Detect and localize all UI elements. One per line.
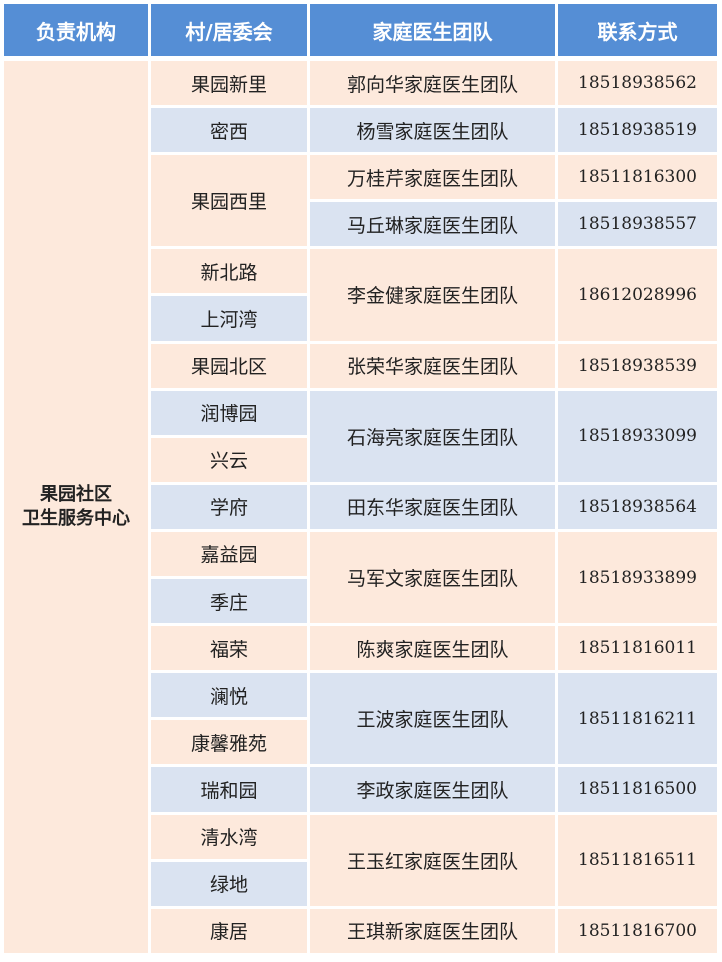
column-header: 村/居委会 bbox=[151, 4, 307, 56]
team-cell: 石海亮家庭医生团队 bbox=[310, 390, 555, 482]
phone-cell: 18518938557 bbox=[558, 202, 717, 247]
village-cell: 嘉益园 bbox=[151, 531, 307, 577]
phone-cell: 18518938562 bbox=[558, 61, 717, 106]
team-cell: 杨雪家庭医生团队 bbox=[310, 108, 555, 153]
column-header: 联系方式 bbox=[558, 4, 717, 56]
village-cell: 果园北区 bbox=[151, 343, 307, 388]
team-cell: 马军文家庭医生团队 bbox=[310, 531, 555, 624]
phone-cell: 18511816211 bbox=[558, 673, 717, 765]
phone-cell: 18511816511 bbox=[558, 814, 717, 906]
village-cell: 福荣 bbox=[151, 626, 307, 671]
team-cell: 郭向华家庭医生团队 bbox=[310, 61, 555, 106]
village-cell: 上河湾 bbox=[151, 296, 307, 341]
village-cell: 润博园 bbox=[151, 390, 307, 435]
village-cell: 密西 bbox=[151, 108, 307, 153]
phone-cell: 18511816700 bbox=[558, 908, 717, 953]
family-doctor-table: 负责机构 村/居委会 家庭医生团队 联系方式 果园社区 卫生服务中心 果园新里 密西 果园西里新… bbox=[4, 4, 717, 953]
phone-cell: 18511816011 bbox=[558, 626, 717, 671]
phone-cell: 18518938519 bbox=[558, 108, 717, 153]
team-cell: 李金健家庭医生团队 bbox=[310, 249, 555, 341]
phone-cell: 18518938564 bbox=[558, 484, 717, 529]
phone-cell: 18511816300 bbox=[558, 155, 717, 200]
team-cell: 陈爽家庭医生团队 bbox=[310, 626, 555, 671]
village-cell: 学府 bbox=[151, 484, 307, 529]
team-cell: 王波家庭医生团队 bbox=[310, 673, 555, 765]
village-cell: 新北路 bbox=[151, 249, 307, 294]
village-cell: 康居 bbox=[151, 908, 307, 953]
team-cell: 李政家庭医生团队 bbox=[310, 767, 555, 812]
phone-cell: 18518938539 bbox=[558, 343, 717, 388]
village-cell: 瑞和园 bbox=[151, 767, 307, 812]
village-cell: 果园西里 bbox=[151, 155, 307, 247]
village-cell: 康馨雅苑 bbox=[151, 720, 307, 765]
phone-cell: 18612028996 bbox=[558, 249, 717, 341]
village-cell: 绿地 bbox=[151, 861, 307, 906]
phone-cell: 18518933899 bbox=[558, 531, 717, 624]
team-cell: 王琪新家庭医生团队 bbox=[310, 908, 555, 953]
team-cell: 万桂芹家庭医生团队 bbox=[310, 155, 555, 200]
phone-cell: 18518933099 bbox=[558, 390, 717, 482]
team-cell: 田东华家庭医生团队 bbox=[310, 484, 555, 529]
village-cell: 兴云 bbox=[151, 437, 307, 482]
organization-name: 卫生服务中心 bbox=[22, 507, 130, 529]
village-cell: 果园新里 bbox=[151, 61, 307, 106]
village-cell: 澜悦 bbox=[151, 673, 307, 718]
village-cell: 季庄 bbox=[151, 579, 307, 624]
column-header: 家庭医生团队 bbox=[310, 4, 555, 56]
organization-name: 果园社区 bbox=[40, 483, 112, 505]
team-cell: 马丘琳家庭医生团队 bbox=[310, 202, 555, 247]
phone-cell: 18511816500 bbox=[558, 767, 717, 812]
team-cell: 张荣华家庭医生团队 bbox=[310, 343, 555, 388]
village-cell: 清水湾 bbox=[151, 814, 307, 859]
organization-cell: 果园社区 卫生服务中心 bbox=[4, 61, 148, 953]
team-cell: 王玉红家庭医生团队 bbox=[310, 814, 555, 906]
column-header: 负责机构 bbox=[4, 4, 148, 56]
